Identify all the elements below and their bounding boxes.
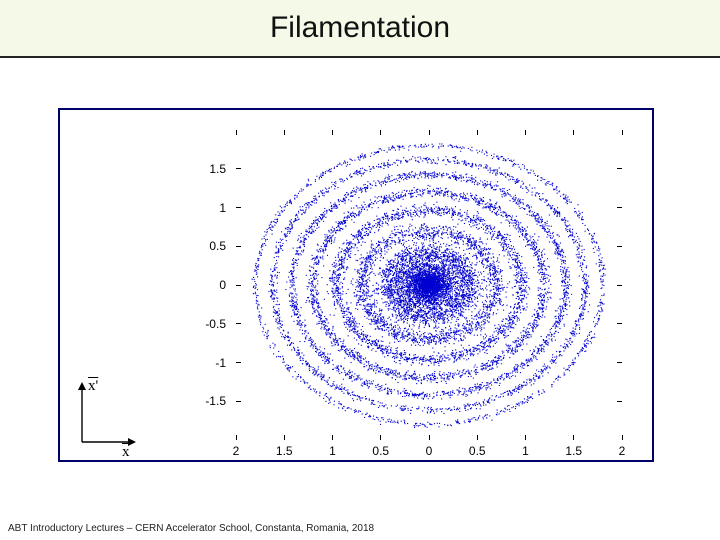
axis-label: x (122, 444, 130, 461)
title-band: Filamentation (0, 0, 720, 58)
x-tick-mark (622, 435, 623, 440)
y-tick-label: -1.5 (205, 394, 226, 408)
x-tick-mark (525, 130, 526, 135)
y-tick-mark (236, 323, 241, 324)
y-tick-mark (236, 362, 241, 363)
axis-label: x' (88, 378, 98, 395)
x-tick-mark (429, 435, 430, 440)
y-tick-mark (617, 362, 622, 363)
x-tick-mark (573, 435, 574, 440)
y-tick-label: -1 (215, 356, 226, 370)
x-tick-mark (622, 130, 623, 135)
axis-arrow-svg (70, 378, 140, 454)
x-tick-label: 1 (511, 444, 541, 458)
y-tick-mark (236, 168, 241, 169)
y-tick-mark (236, 401, 241, 402)
axis-arrow-diagram: x'x (70, 378, 140, 454)
x-tick-label: 0 (414, 444, 444, 458)
footer-text: ABT Introductory Lectures – CERN Acceler… (8, 523, 374, 534)
y-tick-mark (236, 246, 241, 247)
y-tick-label: 0.5 (209, 239, 226, 253)
y-tick-mark (236, 285, 241, 286)
y-tick-mark (617, 323, 622, 324)
x-tick-mark (573, 130, 574, 135)
y-tick-mark (617, 285, 622, 286)
x-tick-mark (525, 435, 526, 440)
x-tick-mark (332, 130, 333, 135)
slide-root: Filamentation x'x 21.510.500.511.52-1.5-… (0, 0, 720, 540)
y-tick-mark (617, 168, 622, 169)
plot-area (236, 130, 622, 440)
x-tick-mark (332, 435, 333, 440)
y-tick-mark (236, 207, 241, 208)
scatter-canvas (236, 130, 622, 440)
x-tick-label: 2 (607, 444, 637, 458)
x-tick-mark (380, 130, 381, 135)
y-tick-label: 1.5 (209, 162, 226, 176)
x-tick-mark (429, 130, 430, 135)
y-tick-mark (617, 246, 622, 247)
x-tick-mark (477, 130, 478, 135)
y-tick-mark (617, 207, 622, 208)
y-tick-mark (617, 401, 622, 402)
x-tick-label: 1.5 (559, 444, 589, 458)
x-tick-mark (236, 435, 237, 440)
x-tick-mark (477, 435, 478, 440)
y-tick-label: -0.5 (205, 317, 226, 331)
y-tick-label: 1 (219, 201, 226, 215)
x-tick-label: 1.5 (269, 444, 299, 458)
x-tick-mark (284, 130, 285, 135)
x-tick-label: 0.5 (366, 444, 396, 458)
chart-frame: x'x 21.510.500.511.52-1.5-1-0.500.511.5 (58, 108, 654, 462)
x-tick-label: 0.5 (462, 444, 492, 458)
x-tick-mark (284, 435, 285, 440)
x-tick-mark (380, 435, 381, 440)
x-tick-label: 1 (318, 444, 348, 458)
x-tick-mark (236, 130, 237, 135)
x-tick-label: 2 (221, 444, 251, 458)
slide-title: Filamentation (270, 11, 450, 45)
y-tick-label: 0 (219, 278, 226, 292)
